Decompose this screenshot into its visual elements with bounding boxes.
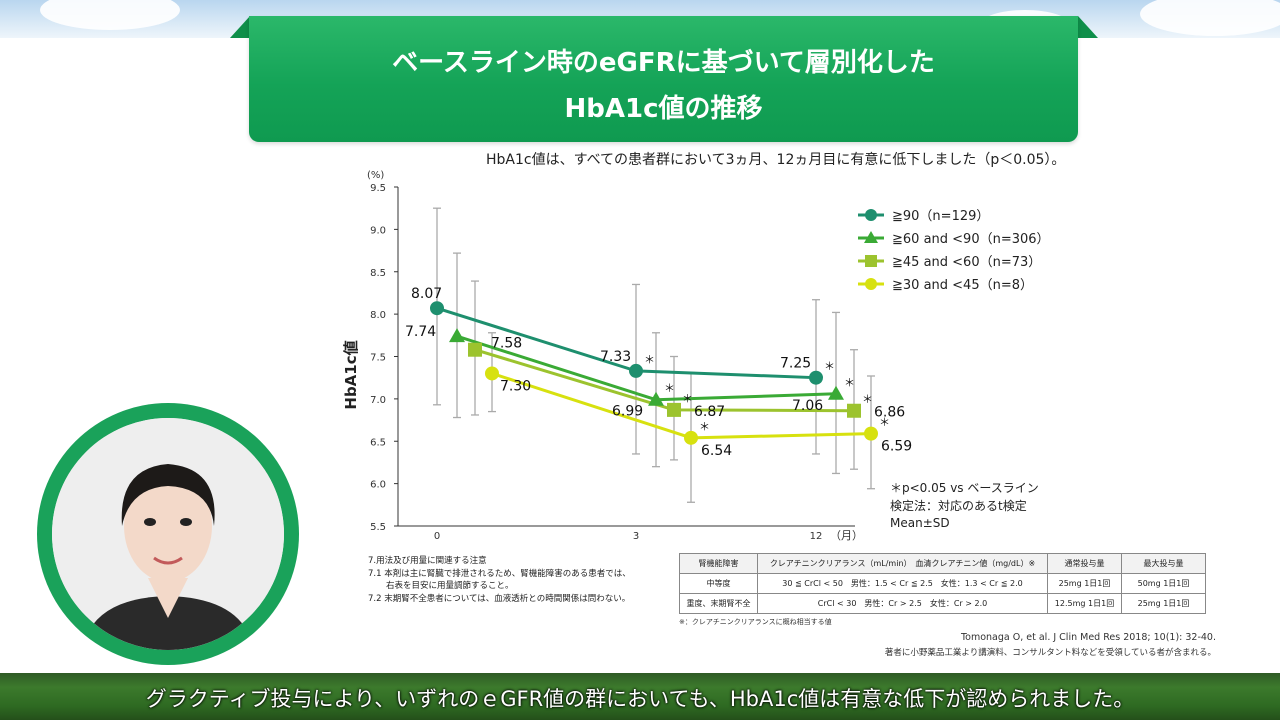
cloud-shape bbox=[1140, 0, 1280, 36]
y-tick-label: 7.5 bbox=[370, 353, 386, 364]
legend-marker bbox=[865, 209, 877, 221]
y-tick-label: 5.5 bbox=[370, 522, 386, 533]
significance-mark: ＊ bbox=[824, 360, 835, 373]
x-tick-label: 12 bbox=[810, 531, 823, 542]
dose-table-cell: 中等度 bbox=[679, 573, 758, 594]
y-tick-label: 6.5 bbox=[370, 437, 386, 448]
data-label: 7.58 bbox=[491, 336, 522, 352]
data-point bbox=[828, 385, 844, 400]
significance-mark: ＊ bbox=[844, 376, 855, 389]
y-tick-label: 8.5 bbox=[370, 268, 386, 279]
data-label: 7.74 bbox=[405, 324, 436, 340]
data-point bbox=[449, 328, 465, 343]
data-label: 7.25 bbox=[780, 356, 811, 372]
notes-line: 右表を目安に用量調節すること。 bbox=[386, 581, 514, 591]
y-tick-label: 7.0 bbox=[370, 395, 386, 406]
data-point bbox=[468, 342, 482, 357]
chart-subtitle: HbA1c値は、すべての患者群において3ヵ月、12ヵ月目に有意に低下しました（p… bbox=[486, 152, 1066, 168]
legend-marker bbox=[864, 231, 878, 243]
legend-marker bbox=[865, 278, 877, 290]
banner-fold-left bbox=[230, 16, 250, 38]
page-title-line-2: HbA1c値の推移 bbox=[564, 94, 763, 124]
data-label: 7.33 bbox=[600, 349, 631, 365]
legend-label: ≧30 and <45（n=8） bbox=[892, 278, 1033, 293]
x-tick-label: 0 bbox=[434, 531, 440, 542]
data-label: 7.06 bbox=[792, 398, 823, 414]
y-tick-label: 9.0 bbox=[370, 225, 386, 236]
dose-table-cell: CrCl < 30 男性：Cr > 2.5 女性：Cr > 2.0 bbox=[757, 593, 1048, 614]
grass-caption-bar bbox=[0, 673, 1280, 720]
dose-table-header: 腎機能障害 bbox=[679, 553, 758, 574]
significance-mark: ＊ bbox=[699, 420, 710, 433]
hba1c-line-chart: (%) HbA1c値 9.5 9.0 8.5 8.0 7.5 7.0 6.5 6.0 5.5 0… bbox=[342, 170, 1050, 542]
page-title-line-1: ベースライン時のeGFRに基づいて層別化した bbox=[392, 48, 935, 78]
significance-mark: ＊ bbox=[644, 353, 655, 366]
reference-disclosure: 著者に小野薬品工業より講演料、コンサルタント料などを受領している者が含まれる。 bbox=[884, 648, 1216, 658]
legend-label: ≧60 and <90（n=306） bbox=[892, 232, 1050, 247]
banner-fold-right bbox=[1078, 16, 1098, 38]
data-point bbox=[629, 363, 643, 378]
y-tick-label: 8.0 bbox=[370, 310, 386, 321]
notes-line: 7.用法及び用量に関連する注意 bbox=[368, 556, 487, 566]
data-label: 6.59 bbox=[881, 439, 912, 455]
data-point bbox=[430, 301, 444, 316]
footnote-significance: ＊p<0.05 vs ベースライン bbox=[890, 481, 1039, 495]
dose-table-header: 最大投与量 bbox=[1121, 553, 1206, 574]
table-row: 重度、末期腎不全 CrCl < 30 男性：Cr > 2.5 女性：Cr > 2… bbox=[679, 593, 1206, 614]
y-tick-label: 6.0 bbox=[370, 480, 386, 491]
data-label: 6.54 bbox=[701, 443, 732, 459]
footnote-test-method: 検定法：対応のあるt検定 bbox=[890, 498, 1027, 513]
dose-table-cell: 25mg 1日1回 bbox=[1047, 573, 1122, 594]
legend-marker bbox=[865, 255, 877, 267]
data-point bbox=[847, 403, 861, 418]
x-unit-label: （月） bbox=[830, 529, 863, 542]
data-label: 8.07 bbox=[411, 286, 442, 302]
table-row: 中等度 30 ≦ CrCl < 50 男性：1.5 < Cr ≦ 2.5 女性：… bbox=[679, 573, 1206, 594]
y-axis-label: HbA1c値 bbox=[342, 340, 360, 409]
y-unit-label: (%) bbox=[367, 170, 384, 181]
dose-table-header: 通常投与量 bbox=[1047, 553, 1122, 574]
cloud-shape bbox=[40, 0, 180, 30]
data-label: 6.86 bbox=[874, 405, 905, 421]
notes-line: 7.1 本剤は主に腎臓で排泄されるため、腎機能障害のある患者では、 bbox=[368, 568, 631, 579]
significance-mark: ＊ bbox=[862, 393, 873, 406]
data-label: 7.30 bbox=[500, 378, 531, 394]
data-point bbox=[648, 391, 664, 406]
dose-table: 腎機能障害 クレアチニンクリアランス（mL/min） 血清クレアチニン値（mg/… bbox=[679, 553, 1206, 614]
significance-mark: ＊ bbox=[664, 382, 675, 395]
significance-mark: ＊ bbox=[682, 392, 693, 405]
usage-notes: 7.用法及び用量に関連する注意 7.1 本剤は主に腎臓で排泄されるため、腎機能障… bbox=[368, 555, 631, 605]
data-point bbox=[684, 430, 698, 445]
notes-line: 7.2 末期腎不全患者については、血液透析との時間関係は問わない。 bbox=[368, 593, 631, 604]
dose-table-header-row: 腎機能障害 クレアチニンクリアランス（mL/min） 血清クレアチニン値（mg/… bbox=[679, 553, 1206, 574]
x-tick-label: 3 bbox=[633, 531, 639, 542]
dose-table-cell: 25mg 1日1回 bbox=[1121, 593, 1206, 614]
data-point bbox=[809, 370, 823, 385]
dose-table-cell: 30 ≦ CrCl < 50 男性：1.5 < Cr ≦ 2.5 女性：1.3 … bbox=[757, 573, 1048, 594]
legend-label: ≧45 and <60（n=73） bbox=[892, 255, 1041, 270]
legend-label: ≧90（n=129） bbox=[892, 209, 989, 224]
reference-citation: Tomonaga O, et al. J Clin Med Res 2018; … bbox=[960, 632, 1216, 643]
data-label: 6.87 bbox=[694, 404, 725, 420]
subtitle-caption: グラクティブ投与により、いずれのｅGFR値の群においても、HbA1c値は有意な低… bbox=[145, 687, 1135, 711]
dose-table-note: ※：クレアチニンクリアランスに概ね相当する値 bbox=[679, 618, 832, 626]
data-point bbox=[667, 402, 681, 417]
data-point bbox=[485, 366, 499, 381]
data-label: 6.99 bbox=[612, 404, 643, 420]
data-point bbox=[864, 426, 878, 441]
footnote-mean-sd: Mean±SD bbox=[890, 516, 950, 530]
significance-mark: ＊ bbox=[879, 416, 890, 429]
dose-table-header: クレアチニンクリアランス（mL/min） 血清クレアチニン値（mg/dL）※ bbox=[757, 553, 1048, 574]
dose-table-cell: 12.5mg 1日1回 bbox=[1047, 593, 1122, 614]
dose-table-cell: 50mg 1日1回 bbox=[1121, 573, 1206, 594]
dose-table-cell: 重度、末期腎不全 bbox=[679, 593, 758, 614]
y-tick-label: 9.5 bbox=[370, 183, 386, 194]
presenter-avatar bbox=[52, 418, 284, 650]
title-banner bbox=[249, 16, 1078, 142]
